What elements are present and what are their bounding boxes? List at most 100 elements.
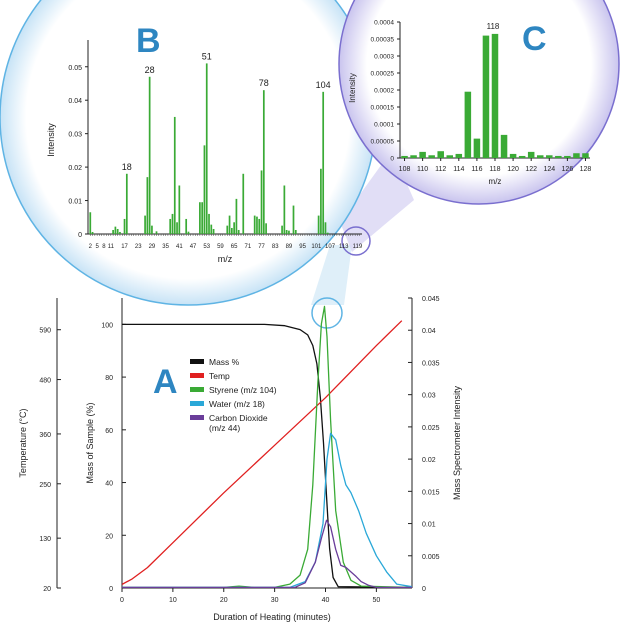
mass-tick-label: 60	[105, 428, 113, 435]
panel-b: 0 0.01 0.02 0.03 0.04 0.05 Intensity 2 5 8 11 17 23 2…	[46, 22, 363, 264]
c-x-tick-label: 122	[525, 166, 537, 173]
intensity-tick-label: 0.015	[422, 489, 440, 496]
legend-label: Mass %	[209, 357, 240, 367]
b-bar	[114, 226, 117, 234]
b-bar	[292, 205, 295, 234]
b-bar	[125, 173, 128, 234]
b-bar	[233, 222, 235, 234]
intensity-tick-label: 0	[422, 586, 426, 593]
c-bar	[464, 91, 472, 158]
b-x-tick-label: 77	[258, 244, 265, 250]
x-tick-label: 0	[120, 597, 124, 604]
b-bar	[208, 213, 210, 234]
c-x-tick-label: 118	[489, 166, 500, 173]
b-peak-label: 104	[316, 80, 331, 90]
c-x-tick-label: 110	[417, 166, 428, 173]
magnifier-wedge-b	[311, 245, 352, 305]
b-bar	[116, 228, 119, 234]
c-bar	[546, 155, 553, 158]
legend-label: Styrene (m/z 104)	[209, 385, 277, 395]
panel-c: 0 0.00005 0.0001 0.00015 0.0002 0.00025 0.0003…	[348, 20, 591, 187]
b-bar	[155, 231, 158, 234]
b-peak-label: 51	[202, 51, 212, 61]
b-bar	[205, 63, 208, 234]
b-peak-label: 78	[259, 78, 269, 88]
c-bar	[446, 155, 454, 158]
legend-swatch	[190, 387, 204, 392]
b-bar	[91, 231, 94, 234]
c-bar	[582, 153, 589, 158]
c-x-tick-label: 126	[562, 166, 574, 173]
b-bar	[171, 213, 174, 234]
b-x-tick-label: 41	[176, 244, 183, 250]
b-x-tick-label: 17	[121, 244, 128, 250]
mass-tick-label: 80	[105, 375, 113, 382]
b-peak-label: 18	[122, 162, 132, 172]
b-bar	[281, 225, 283, 234]
b-x-tick-label: 8	[102, 244, 106, 250]
b-x-tick-label: 53	[203, 244, 210, 250]
b-bar	[258, 218, 261, 234]
intensity-tick-label: 0.04	[422, 328, 436, 335]
b-bar	[260, 170, 263, 234]
series-line-temp	[122, 320, 403, 585]
b-x-tick-label: 29	[149, 244, 156, 250]
b-bar	[262, 90, 265, 234]
c-x-tick-label: 128	[580, 166, 592, 173]
c-x-tick-label: 120	[507, 166, 519, 173]
b-bar	[187, 231, 190, 234]
temperature-tick-label: 130	[39, 536, 51, 543]
c-y-tick-label: 0.00005	[371, 139, 395, 146]
b-bar	[326, 232, 329, 234]
intensity-tick-label: 0.035	[422, 360, 440, 367]
b-bar	[285, 229, 288, 234]
c-bar	[473, 138, 481, 158]
b-bar	[151, 225, 153, 234]
intensity-axis-label: Mass Spectrometer Intensity	[452, 385, 462, 500]
zoom-ring-a	[311, 297, 343, 329]
b-bar	[146, 177, 149, 234]
b-y-axis-label: Intensity	[46, 123, 56, 157]
zoom-ring-b	[341, 226, 371, 256]
c-bar	[419, 151, 426, 158]
b-x-tick-label: 107	[325, 244, 336, 250]
b-x-tick-label: 5	[95, 244, 99, 250]
c-x-axis-label: m/z	[489, 177, 502, 186]
c-x-tick-label: 124	[543, 166, 555, 173]
c-bar	[500, 134, 508, 158]
legend-swatch	[190, 415, 204, 420]
b-y-tick-label: 0.03	[68, 132, 82, 139]
b-bar	[169, 218, 172, 234]
temperature-tick-label: 590	[39, 328, 51, 335]
b-bar	[210, 224, 213, 234]
b-x-tick-label: 59	[217, 244, 224, 250]
c-x-tick-label: 112	[435, 166, 446, 173]
c-y-tick-label: 0.0002	[374, 88, 394, 95]
b-bar	[294, 229, 297, 234]
c-bar	[555, 155, 562, 158]
c-y-tick-label: 0	[390, 156, 394, 163]
series-group	[122, 305, 412, 589]
legend-label: Water (m/z 18)	[209, 399, 265, 409]
bubble-b	[0, 0, 377, 306]
b-bar	[283, 185, 286, 234]
c-bar	[455, 153, 463, 158]
b-bar	[226, 225, 229, 234]
b-bar	[256, 216, 258, 234]
c-bar	[428, 155, 435, 158]
panel-a: 0 10 20 30 40 50 Duration of Heating (minutes)…	[18, 296, 462, 622]
b-bar	[112, 229, 114, 234]
b-bar	[235, 198, 238, 234]
c-bar	[410, 155, 417, 158]
c-bar	[509, 153, 517, 158]
b-x-tick-label: 2	[89, 244, 93, 250]
c-peak-label: 118	[487, 22, 500, 31]
b-y-tick-label: 0	[78, 232, 82, 239]
intensity-tick-label: 0.02	[422, 457, 436, 464]
intensity-tick-label: 0.045	[422, 296, 440, 303]
x-tick-label: 40	[322, 597, 330, 604]
temperature-tick-label: 20	[43, 586, 51, 593]
b-x-axis-label: m/z	[218, 254, 233, 264]
c-bar	[518, 155, 526, 158]
